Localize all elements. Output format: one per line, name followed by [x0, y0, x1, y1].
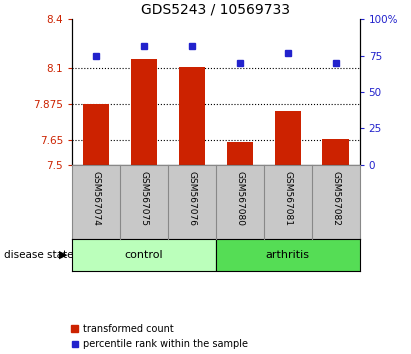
Bar [226, 142, 253, 165]
Text: disease state: disease state [4, 250, 74, 260]
Bar [323, 139, 349, 165]
Legend: transformed count, percentile rank within the sample: transformed count, percentile rank withi… [71, 324, 248, 349]
Text: control: control [125, 250, 163, 260]
Bar [216, 239, 360, 271]
Text: GSM567075: GSM567075 [139, 171, 148, 225]
Text: GSM567082: GSM567082 [331, 171, 340, 225]
Text: GSM567076: GSM567076 [187, 171, 196, 225]
Bar [179, 67, 205, 165]
Bar [83, 104, 109, 165]
Text: ▶: ▶ [60, 250, 68, 260]
Text: arthritis: arthritis [266, 250, 310, 260]
Bar [275, 110, 301, 165]
Text: GSM567074: GSM567074 [91, 171, 100, 225]
Text: GSM567080: GSM567080 [235, 171, 244, 225]
Text: GSM567081: GSM567081 [283, 171, 292, 225]
Title: GDS5243 / 10569733: GDS5243 / 10569733 [141, 3, 290, 17]
Bar [131, 59, 157, 165]
Bar [72, 239, 216, 271]
